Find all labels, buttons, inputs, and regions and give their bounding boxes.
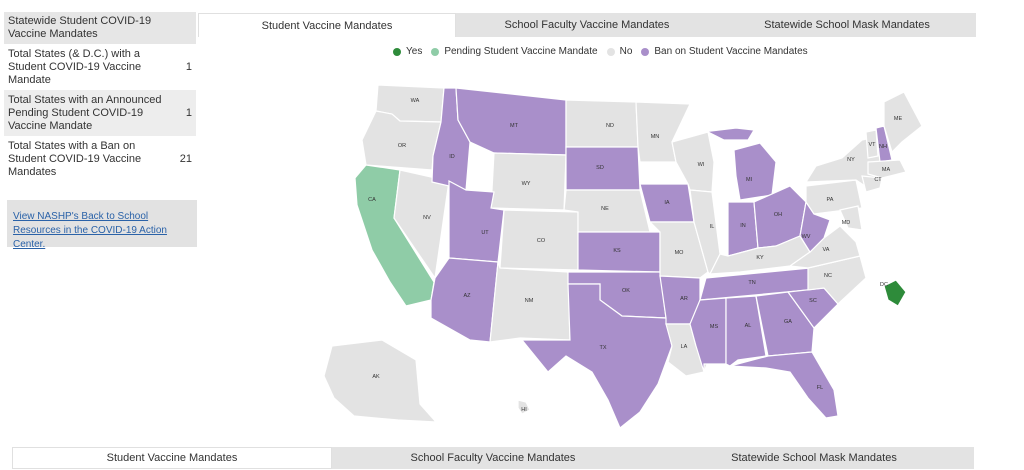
state-md[interactable] xyxy=(839,205,863,231)
state-ut[interactable] xyxy=(448,180,505,263)
legend-item-ban[interactable]: Ban on Student Vaccine Mandates xyxy=(641,46,808,57)
tab-school-faculty-vaccine-mandates[interactable]: School Faculty Vaccine Mandates xyxy=(332,447,654,469)
state-in[interactable] xyxy=(727,201,759,257)
tab-student-vaccine-mandates[interactable]: Student Vaccine Mandates xyxy=(12,447,332,469)
summary-row-label: Total States (& D.C.) with a Student COV… xyxy=(8,48,142,86)
legend-item-yes[interactable]: Yes xyxy=(393,46,422,57)
summary-row: Total States with an Announced Pending S… xyxy=(4,90,196,136)
state-ks[interactable] xyxy=(577,231,661,273)
legend-label: Ban on Student Vaccine Mandates xyxy=(654,46,808,57)
state-sd[interactable] xyxy=(565,146,641,191)
tab-statewide-school-mask-mandates[interactable]: Statewide School Mask Mandates xyxy=(654,447,974,469)
summary-row-label: Total States with a Ban on Student COVID… xyxy=(8,140,142,178)
state-ia[interactable] xyxy=(639,183,695,223)
state-me[interactable] xyxy=(883,91,923,154)
legend-label: Yes xyxy=(406,46,423,57)
state-wy[interactable] xyxy=(490,152,567,211)
resources-box: View NASHP's Back to School Resources in… xyxy=(7,200,197,250)
summary-title: Statewide Student COVID-19 Vaccine Manda… xyxy=(4,12,196,44)
summary-row-value: 1 xyxy=(185,61,192,73)
tab-statewide-school-mask-mandates[interactable]: Statewide School Mask Mandates xyxy=(718,13,976,37)
summary-row-value: 1 xyxy=(185,107,192,119)
state-az[interactable] xyxy=(430,257,499,343)
legend-dot xyxy=(641,47,650,56)
summary-row: Total States (& D.C.) with a Student COV… xyxy=(4,44,196,90)
state-wi[interactable] xyxy=(671,131,715,193)
state-nd[interactable] xyxy=(565,99,639,148)
state-hi[interactable] xyxy=(517,399,531,415)
legend-dot xyxy=(606,47,615,56)
bottom-tab-bar: Student Vaccine Mandates School Faculty … xyxy=(12,447,974,469)
legend-label: Pending Student Vaccine Mandate xyxy=(444,46,598,57)
state-co[interactable] xyxy=(499,209,579,271)
state-ak[interactable] xyxy=(323,339,438,423)
state-ma[interactable] xyxy=(867,159,907,179)
state-nm[interactable] xyxy=(489,261,571,343)
summary-row-label: Total States with an Announced Pending S… xyxy=(8,94,162,132)
state-dc[interactable] xyxy=(883,279,907,307)
summary-row-value: 21 xyxy=(179,153,192,165)
state-tx[interactable] xyxy=(520,283,673,429)
state-ky[interactable] xyxy=(708,235,811,275)
state-ct[interactable] xyxy=(861,175,883,193)
legend-item-no[interactable]: No xyxy=(606,46,633,57)
top-tab-bar: Student Vaccine Mandates School Faculty … xyxy=(198,13,976,37)
legend-dot xyxy=(431,47,440,56)
state-vt[interactable] xyxy=(865,129,879,159)
legend-dot xyxy=(393,47,401,56)
summary-row: Total States with a Ban on Student COVID… xyxy=(4,136,196,182)
summary-table: Statewide Student COVID-19 Vaccine Manda… xyxy=(4,12,196,182)
legend-item-pending[interactable]: Pending Student Vaccine Mandate xyxy=(431,46,598,57)
tab-school-faculty-vaccine-mandates[interactable]: School Faculty Vaccine Mandates xyxy=(456,13,718,37)
state-fl[interactable] xyxy=(729,351,839,419)
map-legend: Yes Pending Student Vaccine Mandate No B… xyxy=(393,46,817,57)
state-mt[interactable] xyxy=(455,87,567,156)
tab-student-vaccine-mandates[interactable]: Student Vaccine Mandates xyxy=(198,13,456,37)
resources-link[interactable]: View NASHP's Back to School Resources in… xyxy=(13,211,167,250)
legend-label: No xyxy=(619,46,633,57)
state-pa[interactable] xyxy=(805,179,863,215)
